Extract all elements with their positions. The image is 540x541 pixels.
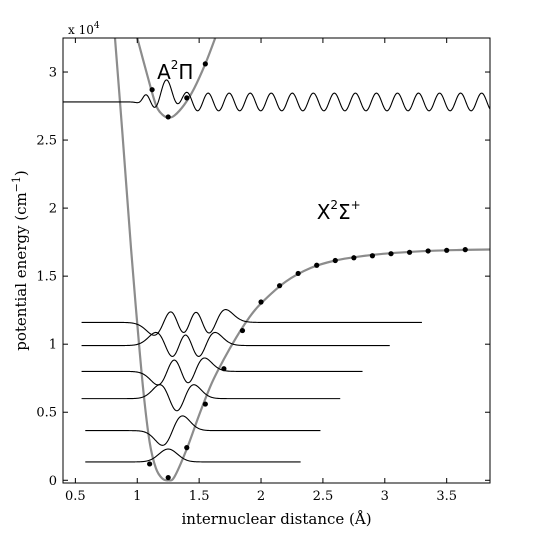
x-tick-label: 1.5 [189,489,210,504]
data-point-x-5 [239,327,246,334]
data-point-a-1 [165,114,171,120]
state-label-x-sup: 2 [330,198,338,212]
data-point-x-7 [276,283,283,289]
data-point-x-8 [295,270,301,277]
y-tick-label: 0 [49,474,57,489]
y-tick-label: 3 [49,66,57,81]
x-tick-label: 2.5 [313,489,334,504]
y-tick-label: 2.5 [36,134,57,149]
x-tick-label: 0.5 [65,489,86,504]
state-label-a-tail: Π [178,60,193,84]
plot-frame [62,37,491,484]
data-point-x-0 [147,461,153,467]
x-tick-label: 3 [381,489,389,504]
data-point-x-13 [388,251,394,257]
data-point-x-9 [314,262,320,268]
axis-labels: internuclear distance (Å) potential ener… [10,21,372,528]
data-point-x-2 [184,445,190,451]
wavefunction-a-v0 [63,79,490,112]
y-multiplier-exp: 4 [94,21,100,31]
wavefunction-x-v1 [85,415,321,446]
data-point-x-6 [258,299,264,305]
potential-curve-x [113,38,490,482]
state-label-a-sup: 2 [171,58,179,72]
data-point-x-16 [444,247,450,253]
y-multiplier-label: x 104 [68,21,100,37]
wavefunctions [63,79,490,463]
state-labels: X2Σ+ A2Π [157,58,361,224]
potential-curve-a [136,38,217,119]
data-point-x-3 [202,401,208,407]
y-tick-label: 1.5 [36,270,57,285]
state-label-a: A2Π [157,58,193,84]
x-tick-label: 1 [133,489,141,504]
x-tick-label: 3.5 [436,489,457,504]
data-point-x-12 [369,253,376,259]
state-label-x-name: X [317,200,331,224]
wavefunction-x-v4 [81,331,390,357]
state-label-x-tail-sup: + [351,198,361,212]
state-label-x: X2Σ+ [317,198,361,224]
data-point-x-15 [425,248,431,254]
data-point-x-17 [462,247,468,253]
data-point-x-1 [165,474,171,481]
state-label-x-tail: Σ [338,200,351,224]
y-axis-label-end: ) [12,170,30,176]
y-multiplier-base: x 10 [68,23,94,37]
data-point-x-4 [221,366,227,372]
data-point-x-14 [406,249,413,255]
y-axis-label: potential energy (cm−1) [10,170,31,351]
data-point-x-11 [351,255,357,261]
y-axis-label-main: potential energy (cm [12,192,30,350]
x-axis-label: internuclear distance (Å) [181,510,371,528]
y-tick-label: 2 [49,202,57,217]
x-tick-label: 2 [257,489,265,504]
data-point-a-3 [202,61,208,67]
wavefunction-x-v5 [81,309,422,336]
data-points [147,61,468,481]
data-point-a-2 [184,95,190,101]
y-axis-label-sup: −1 [10,176,23,192]
wavefunction-x-v2 [81,384,341,412]
data-point-a-0 [149,87,155,93]
y-tick-label: 1 [49,338,57,353]
state-label-a-name: A [157,60,171,84]
wavefunction-x-v0 [85,448,301,463]
axis-ticks: 0.5 1 1.5 2 2.5 3 3.5 0 0.5 1 1.5 2 2.5 3 [36,38,490,504]
data-point-x-10 [332,257,338,264]
y-tick-label: 0.5 [36,406,57,421]
